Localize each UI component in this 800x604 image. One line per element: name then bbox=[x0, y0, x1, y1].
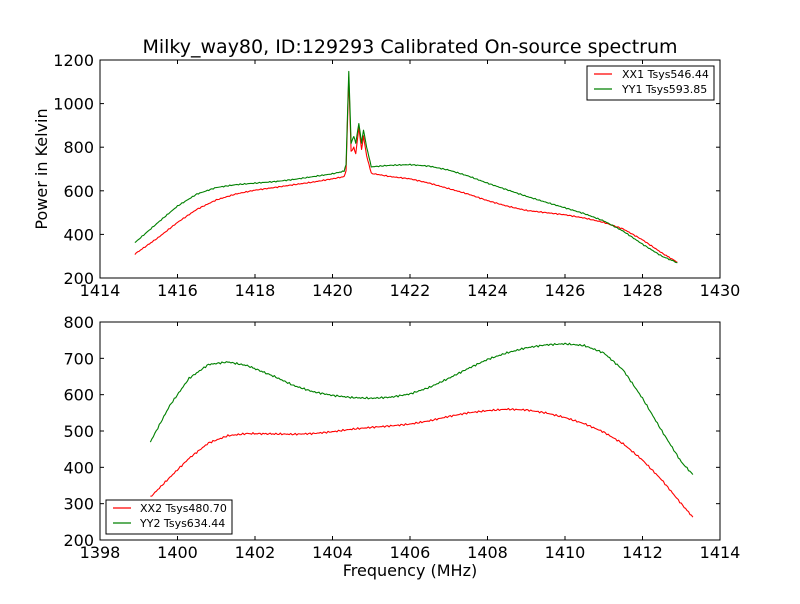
x-tick-label: 1424 bbox=[467, 281, 508, 300]
x-tick-label: 1414 bbox=[80, 281, 121, 300]
x-tick-label: 1420 bbox=[312, 281, 353, 300]
bottom-subplot: Frequency (MHz) 1398 1400 1402 1404 1406 1408… bbox=[63, 313, 740, 580]
x-tick-label: 1410 bbox=[545, 543, 586, 562]
bottom-legend: XX2 Tsys480.70 YY2 Tsys634.44 bbox=[105, 499, 233, 535]
x-tick-label: 1418 bbox=[235, 281, 276, 300]
x-tick-label: 1416 bbox=[157, 281, 198, 300]
y-axis-label: Power in Kelvin bbox=[32, 108, 51, 229]
x-tick-label: 1422 bbox=[390, 281, 431, 300]
y-tick-label: 500 bbox=[63, 422, 94, 441]
series-line-yy2 bbox=[149, 342, 694, 475]
bottom-series-layer bbox=[149, 342, 694, 518]
y-tick-label: 400 bbox=[63, 458, 94, 477]
top-subplot: Milky_way80, ID:129293 Calibrated On-sou… bbox=[32, 36, 740, 300]
legend-label-xx1: XX1 Tsys546.44 bbox=[622, 68, 709, 81]
y-tick-label: 400 bbox=[63, 225, 94, 244]
y-tick-label: 200 bbox=[63, 531, 94, 550]
y-tick-label: 200 bbox=[63, 269, 94, 288]
x-tick-label: 1414 bbox=[700, 543, 741, 562]
legend-box bbox=[586, 65, 715, 101]
x-tick-label: 1412 bbox=[622, 543, 663, 562]
x-tick-label: 1400 bbox=[157, 543, 198, 562]
y-tick-label: 300 bbox=[63, 495, 94, 514]
chart-title: Milky_way80, ID:129293 Calibrated On-sou… bbox=[142, 36, 677, 58]
x-axis-label: Frequency (MHz) bbox=[343, 561, 477, 580]
y-tick-label: 1200 bbox=[53, 51, 94, 70]
y-tick-label: 600 bbox=[63, 386, 94, 405]
series-line-xx2 bbox=[150, 407, 694, 518]
top-legend: XX1 Tsys546.44 YY1 Tsys593.85 bbox=[586, 65, 715, 101]
top-ticks-layer: 1414 1416 1418 1420 1422 1424 1426 1428 1430 200 4… bbox=[53, 51, 740, 300]
x-tick-label: 1402 bbox=[235, 543, 276, 562]
y-tick-label: 1000 bbox=[53, 95, 94, 114]
series-line-yy1 bbox=[134, 70, 678, 264]
series-line-xx1 bbox=[134, 76, 678, 263]
x-tick-label: 1404 bbox=[312, 543, 353, 562]
y-tick-label: 700 bbox=[63, 349, 94, 368]
y-tick-label: 800 bbox=[63, 138, 94, 157]
x-tick-label: 1426 bbox=[545, 281, 586, 300]
legend-box bbox=[105, 499, 233, 535]
legend-label-yy2: YY2 Tsys634.44 bbox=[139, 517, 225, 530]
legend-label-yy1: YY1 Tsys593.85 bbox=[621, 83, 707, 96]
top-series-layer bbox=[134, 70, 678, 264]
x-tick-label: 1408 bbox=[467, 543, 508, 562]
legend-label-xx2: XX2 Tsys480.70 bbox=[140, 502, 227, 515]
y-tick-label: 600 bbox=[63, 182, 94, 201]
y-tick-label: 800 bbox=[63, 313, 94, 332]
x-tick-label: 1406 bbox=[390, 543, 431, 562]
x-tick-label: 1430 bbox=[700, 281, 741, 300]
x-tick-label: 1428 bbox=[622, 281, 663, 300]
bottom-ticks-layer: 1398 1400 1402 1404 1406 1408 1410 1412 1414 200 3… bbox=[63, 313, 740, 562]
x-tick-label: 1398 bbox=[80, 543, 121, 562]
